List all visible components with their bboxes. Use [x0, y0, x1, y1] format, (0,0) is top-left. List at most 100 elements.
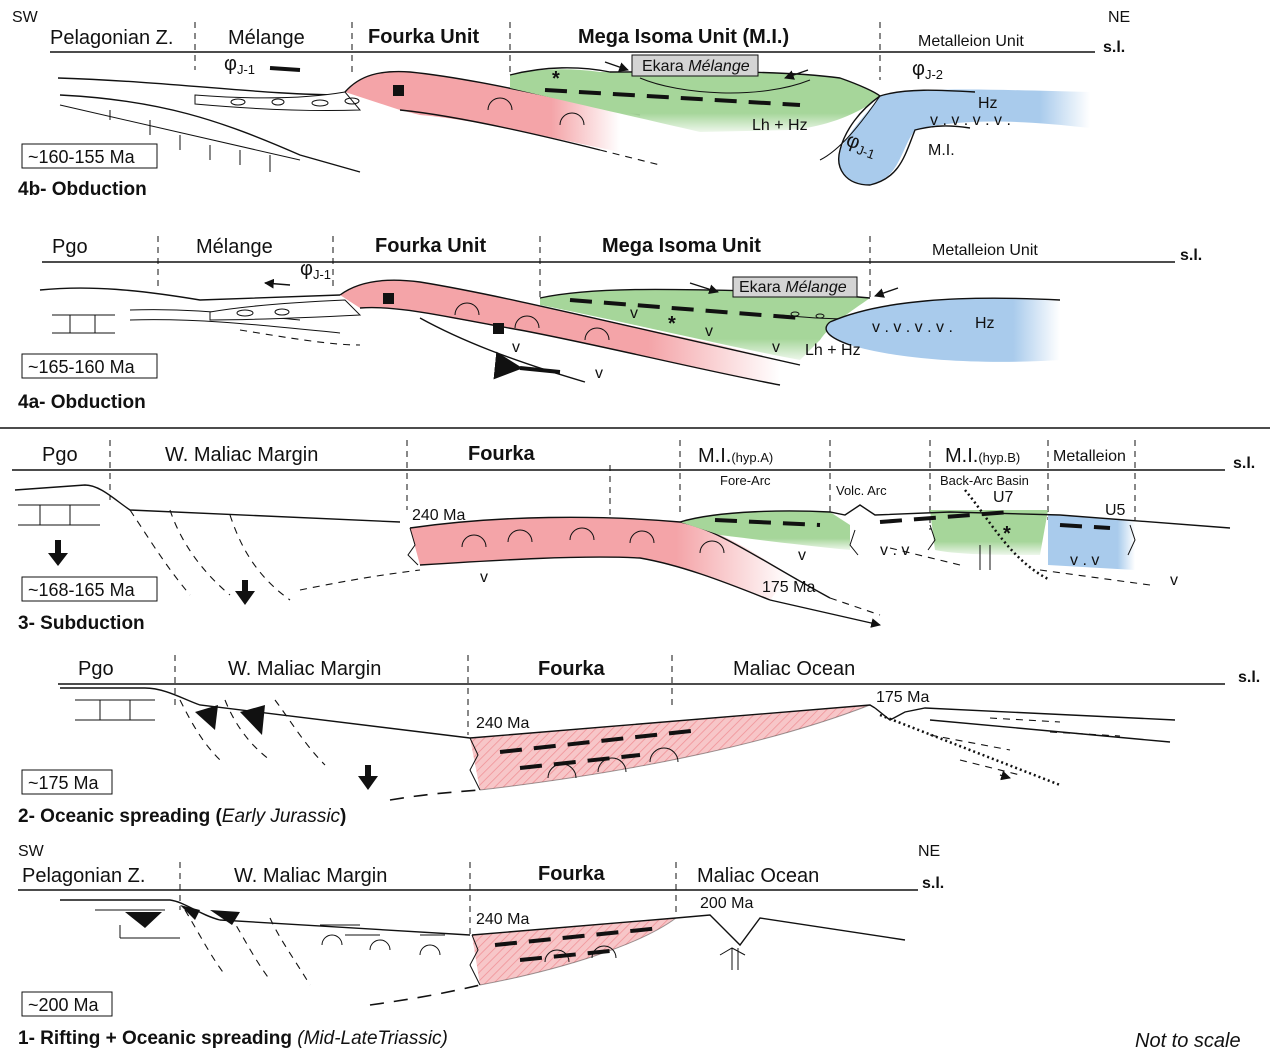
not-to-scale-note: Not to scale: [1135, 1030, 1241, 1052]
panel-4a: s.l. Pgo Mélange Fourka Unit Mega Isoma …: [18, 235, 1202, 413]
age-label-4a: ~165-160 Ma: [28, 357, 136, 377]
panel-title-1: 1- Rifting + Oceanic spreading (Mid-Late…: [18, 1028, 448, 1049]
metalleion-body-4a: [826, 298, 1060, 362]
svg-text:v: v: [772, 339, 780, 356]
svg-text:v: v: [630, 305, 638, 322]
age-200-label-1: 200 Ma: [700, 895, 753, 912]
panel-4b: SW NE s.l. Pelagonian Z. Mélange Fourka …: [12, 9, 1130, 200]
ophiolite-marker: [393, 85, 404, 96]
unit-label: Metalleion Unit: [932, 242, 1038, 259]
svg-text:*: *: [1003, 523, 1011, 545]
svg-text:v: v: [595, 365, 603, 382]
unit-label-hyp-a: M.I.(hyp.A): [698, 445, 773, 467]
svg-text:v: v: [798, 547, 806, 564]
unit-label: Fourka: [468, 443, 536, 465]
hz-label-4b: Hz: [978, 95, 998, 112]
svg-text:v: v: [480, 569, 488, 586]
unit-label: Fourka Unit: [368, 26, 479, 48]
mega-isoma-body-4a: [540, 289, 870, 360]
unit-label-hyp-b: M.I.(hyp.B): [945, 445, 1020, 467]
unit-label: Pgo: [78, 658, 114, 680]
phi-j2-label-4b: φJ-2: [912, 58, 943, 82]
ekara-melange-label-4b: Ekara Mélange: [642, 58, 750, 75]
sea-level-label-4a: s.l.: [1180, 247, 1202, 264]
svg-text:v: v: [1170, 572, 1178, 589]
unit-label: Metalleion: [1053, 448, 1126, 465]
v-marks-4b: v . v . v . v .: [930, 112, 1011, 129]
panel-title-3: 3- Subduction: [18, 613, 145, 634]
lh-hz-label-4a: Lh + Hz: [805, 342, 861, 359]
panel-title-4b: 4b- Obduction: [18, 179, 147, 200]
volc-arc-label: Volc. Arc: [836, 483, 887, 498]
unit-label: Mélange: [196, 236, 273, 258]
u7-label: U7: [993, 489, 1014, 506]
phi-j1-label-4b: φJ-1: [224, 53, 255, 77]
metalleion-body-4b: [838, 89, 1090, 185]
unit-label: Pelagonian Z.: [22, 865, 145, 887]
unit-label: Mega Isoma Unit (M.I.): [578, 26, 789, 48]
sw-label-top: SW: [12, 9, 39, 26]
unit-label: Fourka: [538, 863, 606, 885]
age-box-3: [21, 576, 158, 602]
svg-text:v . v: v . v: [880, 542, 909, 559]
age-240-label-2: 240 Ma: [476, 715, 529, 732]
unit-label: Pelagonian Z.: [50, 27, 173, 49]
sea-level-label-1: s.l.: [922, 875, 944, 892]
unit-label: Maliac Ocean: [733, 658, 855, 680]
fourka-body-2: [470, 705, 870, 790]
ekara-melange-box-4a: [732, 276, 858, 298]
hz-label-4a: Hz: [975, 315, 995, 332]
ekara-melange-box-4b: [631, 54, 759, 77]
fourka-body-4a: [340, 280, 780, 385]
panel-title-4a: 4a- Obduction: [18, 392, 146, 413]
age-box-4a: [21, 353, 158, 379]
ekara-melange-label-4a: Ekara Mélange: [739, 279, 847, 296]
age-label-2: ~175 Ma: [28, 773, 100, 793]
fourka-body-4b: [345, 71, 620, 152]
unit-label: Fourka Unit: [375, 235, 486, 257]
fore-arc-label: Fore-Arc: [720, 473, 771, 488]
sw-label-bottom: SW: [18, 843, 45, 860]
back-arc-label: Back-Arc Basin: [940, 473, 1029, 488]
panel-3: s.l. Pgo W. Maliac Margin Fourka M.I.(hy…: [12, 440, 1255, 634]
age-box-4b: [21, 143, 158, 169]
melange-clasts: [230, 97, 360, 107]
age-label-4b: ~160-155 Ma: [28, 147, 136, 167]
age-box-2: [21, 769, 113, 795]
unit-label: Mega Isoma Unit: [602, 235, 761, 257]
age-box-1: [21, 991, 113, 1017]
sea-level-label-3: s.l.: [1233, 455, 1255, 472]
ne-label-bottom: NE: [918, 843, 940, 860]
u5-label: U5: [1105, 502, 1126, 519]
phi-j1-label-lower-4b: φJ-1: [843, 129, 880, 162]
unit-label: Maliac Ocean: [697, 865, 819, 887]
svg-text:v: v: [512, 339, 520, 356]
fourka-body-3: [410, 517, 790, 600]
sea-level-label-2: s.l.: [1238, 669, 1260, 686]
panel-2: s.l. Pgo W. Maliac Margin Fourka Maliac …: [18, 655, 1260, 827]
svg-text:v: v: [705, 323, 713, 340]
svg-text:v . v: v . v: [1070, 552, 1099, 569]
svg-text:*: *: [668, 313, 676, 335]
unit-label: Mélange: [228, 27, 305, 49]
age-240-label-1: 240 Ma: [476, 911, 529, 928]
ophiolite-star-4b: *: [552, 68, 560, 90]
unit-label: W. Maliac Margin: [228, 658, 381, 680]
unit-label: W. Maliac Margin: [165, 444, 318, 466]
age-label-1: ~200 Ma: [28, 995, 100, 1015]
panel-1: SW NE s.l. Pelagonian Z. W. Maliac Margi…: [18, 843, 1241, 1052]
age-175-label-3: 175 Ma: [762, 579, 815, 596]
unit-label: Pgo: [42, 444, 78, 466]
v-marks-4a: v . v . v . v .: [872, 319, 953, 336]
mi-label-4b: M.I.: [928, 142, 955, 159]
unit-label: W. Maliac Margin: [234, 865, 387, 887]
ne-label-top: NE: [1108, 9, 1130, 26]
unit-label: Metalleion Unit: [918, 33, 1024, 50]
unit-label: Fourka: [538, 658, 606, 680]
age-175-label-2: 175 Ma: [876, 689, 929, 706]
lh-hz-label-4b: Lh + Hz: [752, 117, 808, 134]
unit-label: Pgo: [52, 236, 88, 258]
fourka-body-1: [472, 918, 676, 985]
